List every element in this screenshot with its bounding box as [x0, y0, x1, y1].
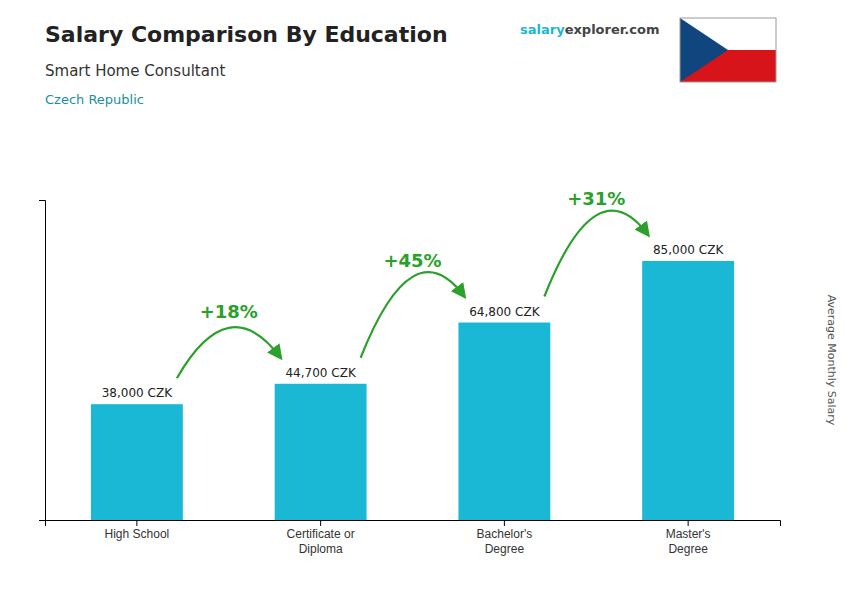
x-axis: High School Certificate orDiploma Bachelor… — [46, 520, 781, 556]
x-tick-label: High School — [105, 527, 170, 541]
x-tick-mark — [688, 520, 689, 526]
plot: High School Certificate orDiploma Bachelor… — [39, 188, 781, 555]
pct-label: +31% — [567, 188, 625, 209]
growth-arrow — [544, 211, 648, 297]
x-tick-label: Master'sDegree — [666, 527, 711, 556]
pct-label: +18% — [200, 301, 258, 322]
subtitle: Czech Republic — [45, 92, 144, 107]
growth-arrow — [177, 327, 281, 378]
data-label: 44,700 CZK — [285, 366, 356, 380]
watermark: salaryexplorer.com — [520, 22, 659, 37]
x-tick: Master'sDegree — [666, 520, 711, 556]
watermark-part: .com — [624, 22, 659, 37]
x-tick-mark — [504, 520, 505, 526]
y-axis-title: Average Monthly Salary — [825, 295, 838, 426]
bar — [91, 404, 183, 520]
growth-arrow — [361, 272, 465, 358]
x-axis-line — [46, 521, 781, 527]
x-tick-label: Certificate orDiploma — [287, 527, 355, 556]
y-axis — [39, 201, 46, 521]
x-tick-mark — [136, 520, 137, 526]
y-axis-line — [39, 201, 46, 521]
x-tick-label: Bachelor'sDegree — [477, 527, 533, 556]
bars — [91, 261, 734, 520]
watermark-part: salary — [520, 22, 565, 37]
watermark-part: explorer — [565, 22, 627, 37]
x-tick: Bachelor'sDegree — [477, 520, 533, 556]
flag-border — [680, 18, 776, 82]
flag — [680, 18, 776, 82]
data-label: 85,000 CZK — [653, 243, 724, 257]
data-label: 64,800 CZK — [469, 305, 540, 319]
x-tick: High School — [105, 520, 170, 541]
flag-blue — [680, 18, 728, 82]
x-tick: Certificate orDiploma — [287, 520, 355, 556]
subtitle: Smart Home Consultant — [45, 62, 225, 80]
bar — [458, 323, 550, 520]
bar — [275, 384, 367, 520]
annotations: +18% +45% +31% — [177, 188, 648, 378]
x-tick-mark — [320, 520, 321, 526]
bar — [642, 261, 734, 520]
data-labels: 38,000 CZK 44,700 CZK 64,800 CZK 85,000 CZK — [102, 243, 725, 400]
data-label: 38,000 CZK — [102, 386, 173, 400]
title: Salary Comparison By Education — [45, 22, 448, 47]
pct-label: +45% — [383, 250, 441, 271]
chart: Salary Comparison By Education Smart Home… — [0, 0, 850, 606]
